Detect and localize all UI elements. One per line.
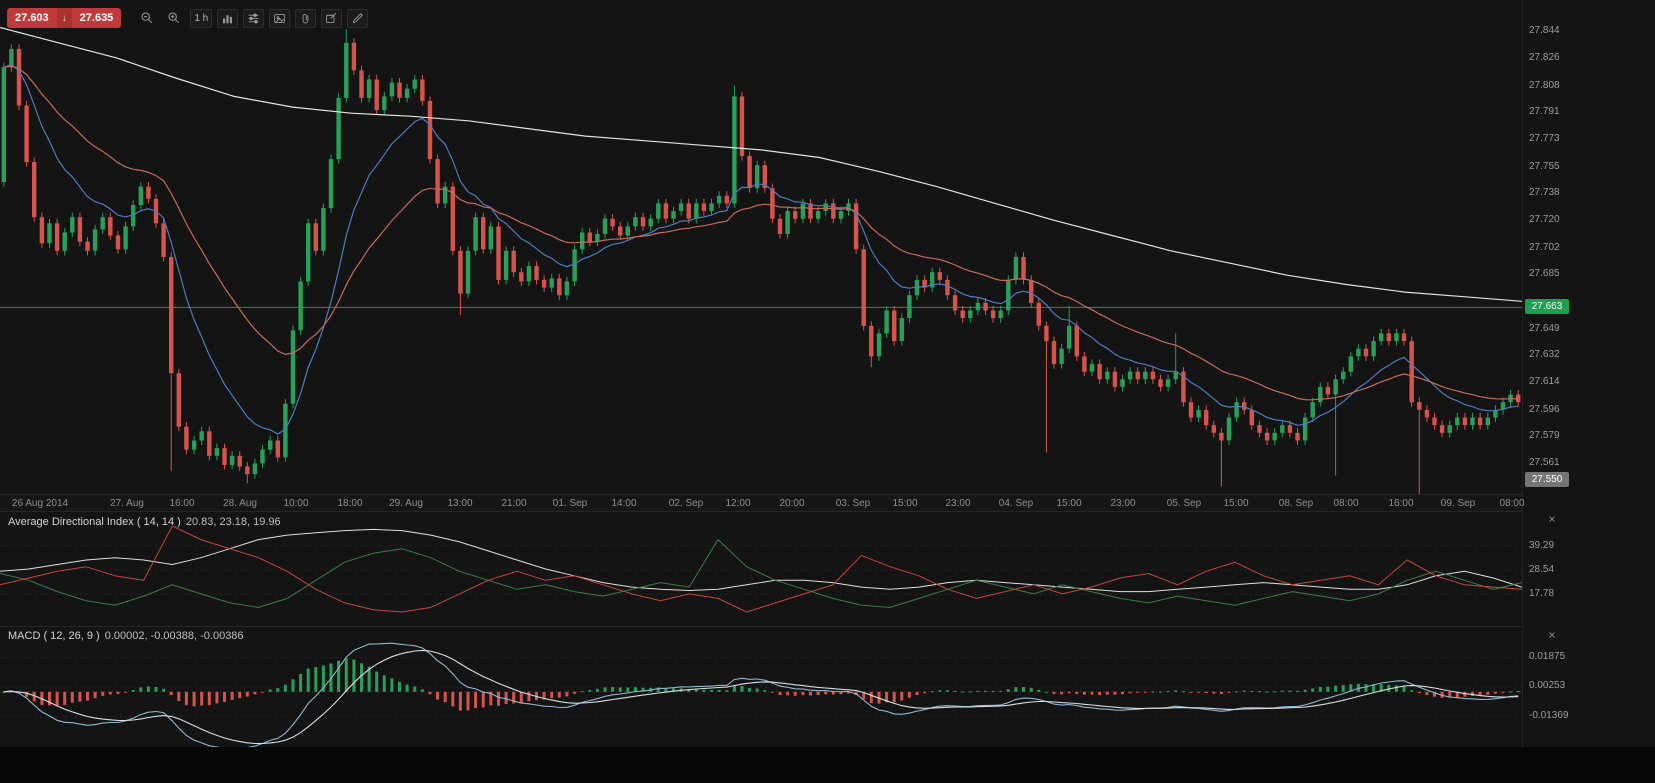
adx-close-button[interactable]: × [1548, 512, 1556, 526]
time-label: 15:00 [892, 498, 918, 509]
adx-axis-tick: 28.54 [1529, 564, 1555, 575]
sell-button[interactable]: 27.603 [7, 8, 57, 28]
time-label: 18:00 [337, 498, 363, 509]
time-label: 12:00 [725, 498, 751, 509]
adx-title: Average Directional Index ( 14, 14 ) [8, 516, 181, 528]
time-label: 10:00 [283, 498, 309, 509]
time-label: 01. Sep [552, 498, 588, 509]
edit-icon[interactable] [321, 8, 343, 28]
price-tick: 27.649 [1529, 323, 1560, 334]
adx-panel[interactable]: Average Directional Index ( 14, 14 ) 20.8… [0, 513, 1522, 626]
attach-icon[interactable] [295, 8, 317, 28]
time-label: 16:00 [1388, 498, 1414, 509]
time-label: 05. Sep [1166, 498, 1202, 509]
time-label: 27. Aug [110, 498, 144, 509]
price-tick: 27.579 [1529, 430, 1560, 441]
price-axis[interactable]: 27.844 27.826 27.808 27.791 27.773 27.755 27.7… [1522, 0, 1655, 747]
time-axis[interactable]: 26 Aug 2014 27. Aug 16:00 28. Aug 10:00 18:00… [0, 494, 1525, 512]
time-label: 08:00 [1499, 498, 1525, 509]
time-label: 23:00 [945, 498, 971, 509]
time-label: 16:00 [169, 498, 195, 509]
macd-axis-tick: 0.01875 [1529, 651, 1566, 662]
macd-panel[interactable]: MACD ( 12, 26, 9 ) 0.00002, -0.00388, -0.… [0, 626, 1522, 748]
time-label: 09. Sep [1440, 498, 1476, 509]
timeframe-button[interactable]: 1 h [190, 8, 213, 28]
snapshot-icon[interactable] [269, 8, 291, 28]
zoom-in-icon[interactable] [163, 9, 185, 28]
macd-canvas [0, 642, 1522, 748]
adx-values: 20.83, 23.18, 19.96 [185, 516, 281, 528]
time-label: 02. Sep [668, 498, 704, 509]
adx-header: Average Directional Index ( 14, 14 ) 20.8… [8, 516, 281, 528]
price-tick: 27.614 [1529, 376, 1560, 387]
bottom-strip [0, 747, 1655, 783]
macd-values: 0.00002, -0.00388, -0.00386 [104, 630, 244, 642]
low-price-badge: 27.550 [1525, 472, 1569, 487]
draw-icon[interactable] [347, 8, 369, 28]
time-label: 13:00 [447, 498, 473, 509]
equalizer-icon[interactable] [243, 8, 265, 28]
adx-axis-tick: 39.29 [1529, 540, 1555, 551]
zoom-out-icon[interactable] [136, 9, 158, 28]
price-tick: 27.791 [1529, 106, 1560, 117]
adx-axis-tick: 17.78 [1529, 588, 1555, 599]
time-label: 08. Sep [1278, 498, 1314, 509]
price-tick: 27.632 [1529, 349, 1560, 360]
price-tick: 27.738 [1529, 187, 1560, 198]
macd-axis-tick: -0.01369 [1529, 710, 1569, 721]
candlestick-canvas [0, 26, 1522, 494]
price-tick: 27.773 [1529, 133, 1560, 144]
price-tick: 27.808 [1529, 80, 1560, 91]
price-direction-arrow-icon: ↓ [56, 8, 72, 28]
price-tick: 27.844 [1529, 25, 1560, 36]
time-label: 20:00 [779, 498, 805, 509]
time-label: 28. Aug [223, 498, 257, 509]
price-tick: 27.755 [1529, 161, 1560, 172]
price-tick: 27.596 [1529, 404, 1560, 415]
time-label: 23:00 [1110, 498, 1136, 509]
time-label: 15:00 [1056, 498, 1082, 509]
chart-toolbar: 27.603 ↓ 27.635 1 h [7, 8, 369, 28]
time-label: 08:00 [1333, 498, 1359, 509]
macd-title: MACD ( 12, 26, 9 ) [8, 630, 100, 642]
indicators-icon[interactable] [217, 8, 239, 28]
macd-header: MACD ( 12, 26, 9 ) 0.00002, -0.00388, -0.… [8, 630, 244, 642]
time-label: 21:00 [501, 498, 527, 509]
current-price-badge: 27.663 [1525, 299, 1569, 314]
buy-button[interactable]: 27.635 [71, 8, 122, 28]
price-tick: 27.826 [1529, 52, 1560, 63]
macd-close-button[interactable]: × [1548, 628, 1556, 642]
quote-widget: 27.603 ↓ 27.635 [7, 8, 122, 28]
time-label: 04. Sep [998, 498, 1034, 509]
time-label: 26 Aug 2014 [11, 498, 69, 509]
price-tick: 27.561 [1529, 457, 1560, 468]
price-tick: 27.702 [1529, 242, 1560, 253]
price-tick: 27.685 [1529, 268, 1560, 279]
adx-canvas [0, 525, 1522, 613]
time-label: 14:00 [611, 498, 637, 509]
main-chart-surface[interactable] [0, 0, 1522, 494]
macd-axis-tick: 0.00253 [1529, 680, 1566, 691]
price-tick: 27.720 [1529, 214, 1560, 225]
time-label: 03. Sep [835, 498, 871, 509]
time-label: 15:00 [1223, 498, 1249, 509]
time-label: 29. Aug [389, 498, 423, 509]
